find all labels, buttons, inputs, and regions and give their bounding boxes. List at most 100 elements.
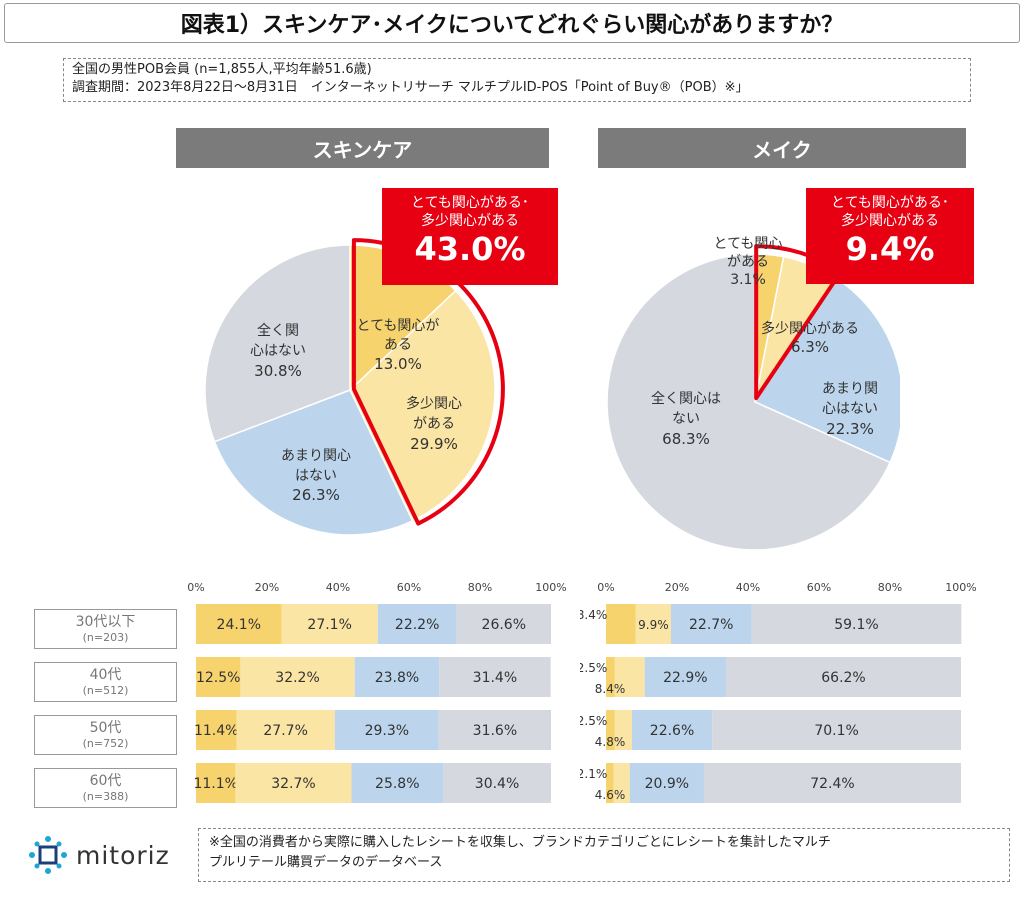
makeup-bars-bar-2-very [606, 710, 615, 750]
age-30s-n: (n=203) [82, 631, 129, 644]
skincare-bars-bar-3-very [196, 763, 236, 803]
skincare-bars-label-1-very: 12.5% [196, 670, 240, 686]
skincare-bars-label-2-some: 27.7% [263, 723, 307, 739]
skincare-bars-label-3-very: 11.1% [193, 776, 237, 792]
makeup-bars-bar-2-none [712, 710, 961, 750]
skincare-bars-bar-0-none [456, 604, 551, 644]
makeup-pie-slice-notmuch [753, 278, 900, 464]
footnote-line2: プルリテール購買データのデータベース [209, 855, 443, 870]
make-callout-line2: 多少関心がある [841, 213, 939, 229]
logo-wordmark: mitoriz [76, 840, 170, 870]
make-callout-value: 9.4% [845, 230, 935, 268]
skincare-bars-bar-2-some [236, 710, 335, 750]
skincare-bars-tick-3: 60% [397, 581, 421, 594]
makeup-bars-label-3-none: 72.4% [810, 776, 854, 792]
skincare-bars-bar-1-some [240, 657, 355, 697]
makeup-bars-label-2-very: 2.5% [580, 714, 607, 728]
skincare-bars-label-2-notmuch: 29.3% [365, 723, 409, 739]
skincare-bars-bar-3-notmuch [351, 763, 444, 803]
skincare-bars-label-0-some: 27.1% [307, 617, 351, 633]
skincare-bars-tick-2: 40% [326, 581, 350, 594]
skincare-bars-bar-2-none [438, 710, 551, 750]
makeup-bars-bar-0-none [751, 604, 962, 644]
mitoriz-logo-icon [29, 836, 67, 874]
skincare-bars-label-3-none: 30.4% [475, 776, 519, 792]
makeup-bars-bar-1-very [606, 657, 615, 697]
makeup-bars-bar-1-some [614, 657, 645, 697]
skincare-bars-bar-1-very [196, 657, 241, 697]
age-60s-n: (n=388) [82, 790, 129, 803]
skincare-bars-label-0-very: 24.1% [217, 617, 261, 633]
skincare-bars-bar-2-notmuch [334, 710, 439, 750]
skincare-bars-bar-0-very [196, 604, 282, 644]
makeup-bars-bar-2-notmuch [631, 710, 713, 750]
makeup-bars-bar-3-very [606, 763, 614, 803]
skincare-bars-label-1-none: 31.4% [473, 670, 517, 686]
age-60s-text: 60代 [89, 773, 122, 789]
skincare-pie-slice-none [204, 244, 351, 443]
age-label-60s: 60代 (n=388) [34, 768, 177, 808]
age-label-30s: 30代以下 (n=203) [34, 609, 177, 649]
skincare-bars-bar-0-some [281, 604, 378, 644]
makeup-bars-label-1-none: 66.2% [821, 670, 865, 686]
skincare-bars-label-1-notmuch: 23.8% [375, 670, 419, 686]
makeup-bars-label-3-some: 4.6% [595, 788, 626, 802]
skincare-bars-bar-0-notmuch [377, 604, 457, 644]
makeup-bars-label-1-notmuch: 22.9% [663, 670, 707, 686]
skin-callout-line2: 多少関心がある [421, 213, 519, 229]
skin-callout-line1: とても関心がある･ [411, 195, 529, 211]
makeup-bars-tick-0: 0% [597, 581, 614, 594]
makeup-pie-slice-none [606, 253, 892, 551]
skincare-bars-label-0-none: 26.6% [482, 617, 526, 633]
skin-callout-value: 43.0% [414, 230, 526, 268]
survey-info-line1: 全国の男性POB会員 (n=1,855人,平均年齢51.6歳) [72, 62, 372, 77]
makeup-bars-tick-5: 100% [945, 581, 976, 594]
survey-info-line2: 調査期間：2023年8月22日～8月31日 インターネットリサーチ マルチプルI… [72, 80, 749, 95]
skincare-bars-tick-1: 20% [255, 581, 279, 594]
skincare-stacked-bar-chart: 0% 20% 40% 60% 80% 100% 24.1% 27.1% 22.2% 26.6% 12… [187, 581, 567, 803]
skincare-bars-label-2-very: 11.4% [194, 723, 238, 739]
makeup-bars-bar-2-some [614, 710, 632, 750]
skincare-bars-bar-3-none [443, 763, 551, 803]
skincare-bars-tick-5: 100% [535, 581, 566, 594]
makeup-bars-label-1-some: 8.4% [595, 682, 626, 696]
skincare-bars-label-2-none: 31.6% [473, 723, 517, 739]
skincare-bars-tick-0: 0% [187, 581, 204, 594]
skincare-header: スキンケア [176, 128, 549, 168]
makeup-header: メイク [598, 128, 966, 168]
makeup-bars-bar-3-none [703, 763, 961, 803]
makeup-bars-bar-3-notmuch [629, 763, 704, 803]
skincare-bars-bar-3-some [235, 763, 352, 803]
skincare-pie-slice-some [349, 289, 496, 522]
skincare-highlight-callout: とても関心がある･ 多少関心がある 43.0% [382, 188, 558, 285]
skincare-bars-bar-1-none [439, 657, 551, 697]
makeup-bars-tick-2: 40% [736, 581, 760, 594]
makeup-highlight-callout: とても関心がある･ 多少関心がある 9.4% [806, 188, 974, 284]
makeup-bars-bar-1-none [725, 657, 961, 697]
age-50s-text: 50代 [89, 720, 122, 736]
age-40s-text: 40代 [89, 667, 122, 683]
page-title: 図表1）スキンケア･メイクについてどれぐらい関心がありますか？ [4, 3, 1020, 43]
age-40s-n: (n=512) [82, 684, 129, 697]
makeup-bars-bar-3-some [613, 763, 630, 803]
skincare-bars-bar-1-notmuch [354, 657, 440, 697]
makeup-bars-label-2-notmuch: 22.6% [650, 723, 694, 739]
make-callout-line1: とても関心がある･ [831, 195, 949, 211]
mitoriz-logo: mitoriz [26, 833, 170, 877]
makeup-bars-tick-3: 60% [807, 581, 831, 594]
makeup-bars-label-0-very: 8.4% [580, 608, 607, 622]
survey-info-box: 全国の男性POB会員 (n=1,855人,平均年齢51.6歳) 調査期間：202… [63, 58, 971, 102]
makeup-bars-label-3-very: 2.1% [580, 767, 607, 781]
age-30s-text: 30代以下 [75, 614, 136, 630]
footnote-box: ※全国の消費者から実際に購入したレシートを収集し、ブランドカテゴリごとにレシート… [198, 828, 1010, 882]
makeup-bars-tick-4: 80% [878, 581, 902, 594]
makeup-bars-label-3-notmuch: 20.9% [645, 776, 689, 792]
makeup-bars-label-0-notmuch: 22.7% [689, 617, 733, 633]
makeup-bars-bar-0-notmuch [670, 604, 752, 644]
skincare-bars-label-0-notmuch: 22.2% [395, 617, 439, 633]
makeup-bars-label-0-none: 59.1% [834, 617, 878, 633]
makeup-bars-label-2-some: 4.8% [595, 735, 626, 749]
makeup-bars-bar-0-very [606, 604, 636, 644]
makeup-bars-label-0-some: 9.9% [638, 618, 669, 632]
age-label-50s: 50代 (n=752) [34, 715, 177, 755]
